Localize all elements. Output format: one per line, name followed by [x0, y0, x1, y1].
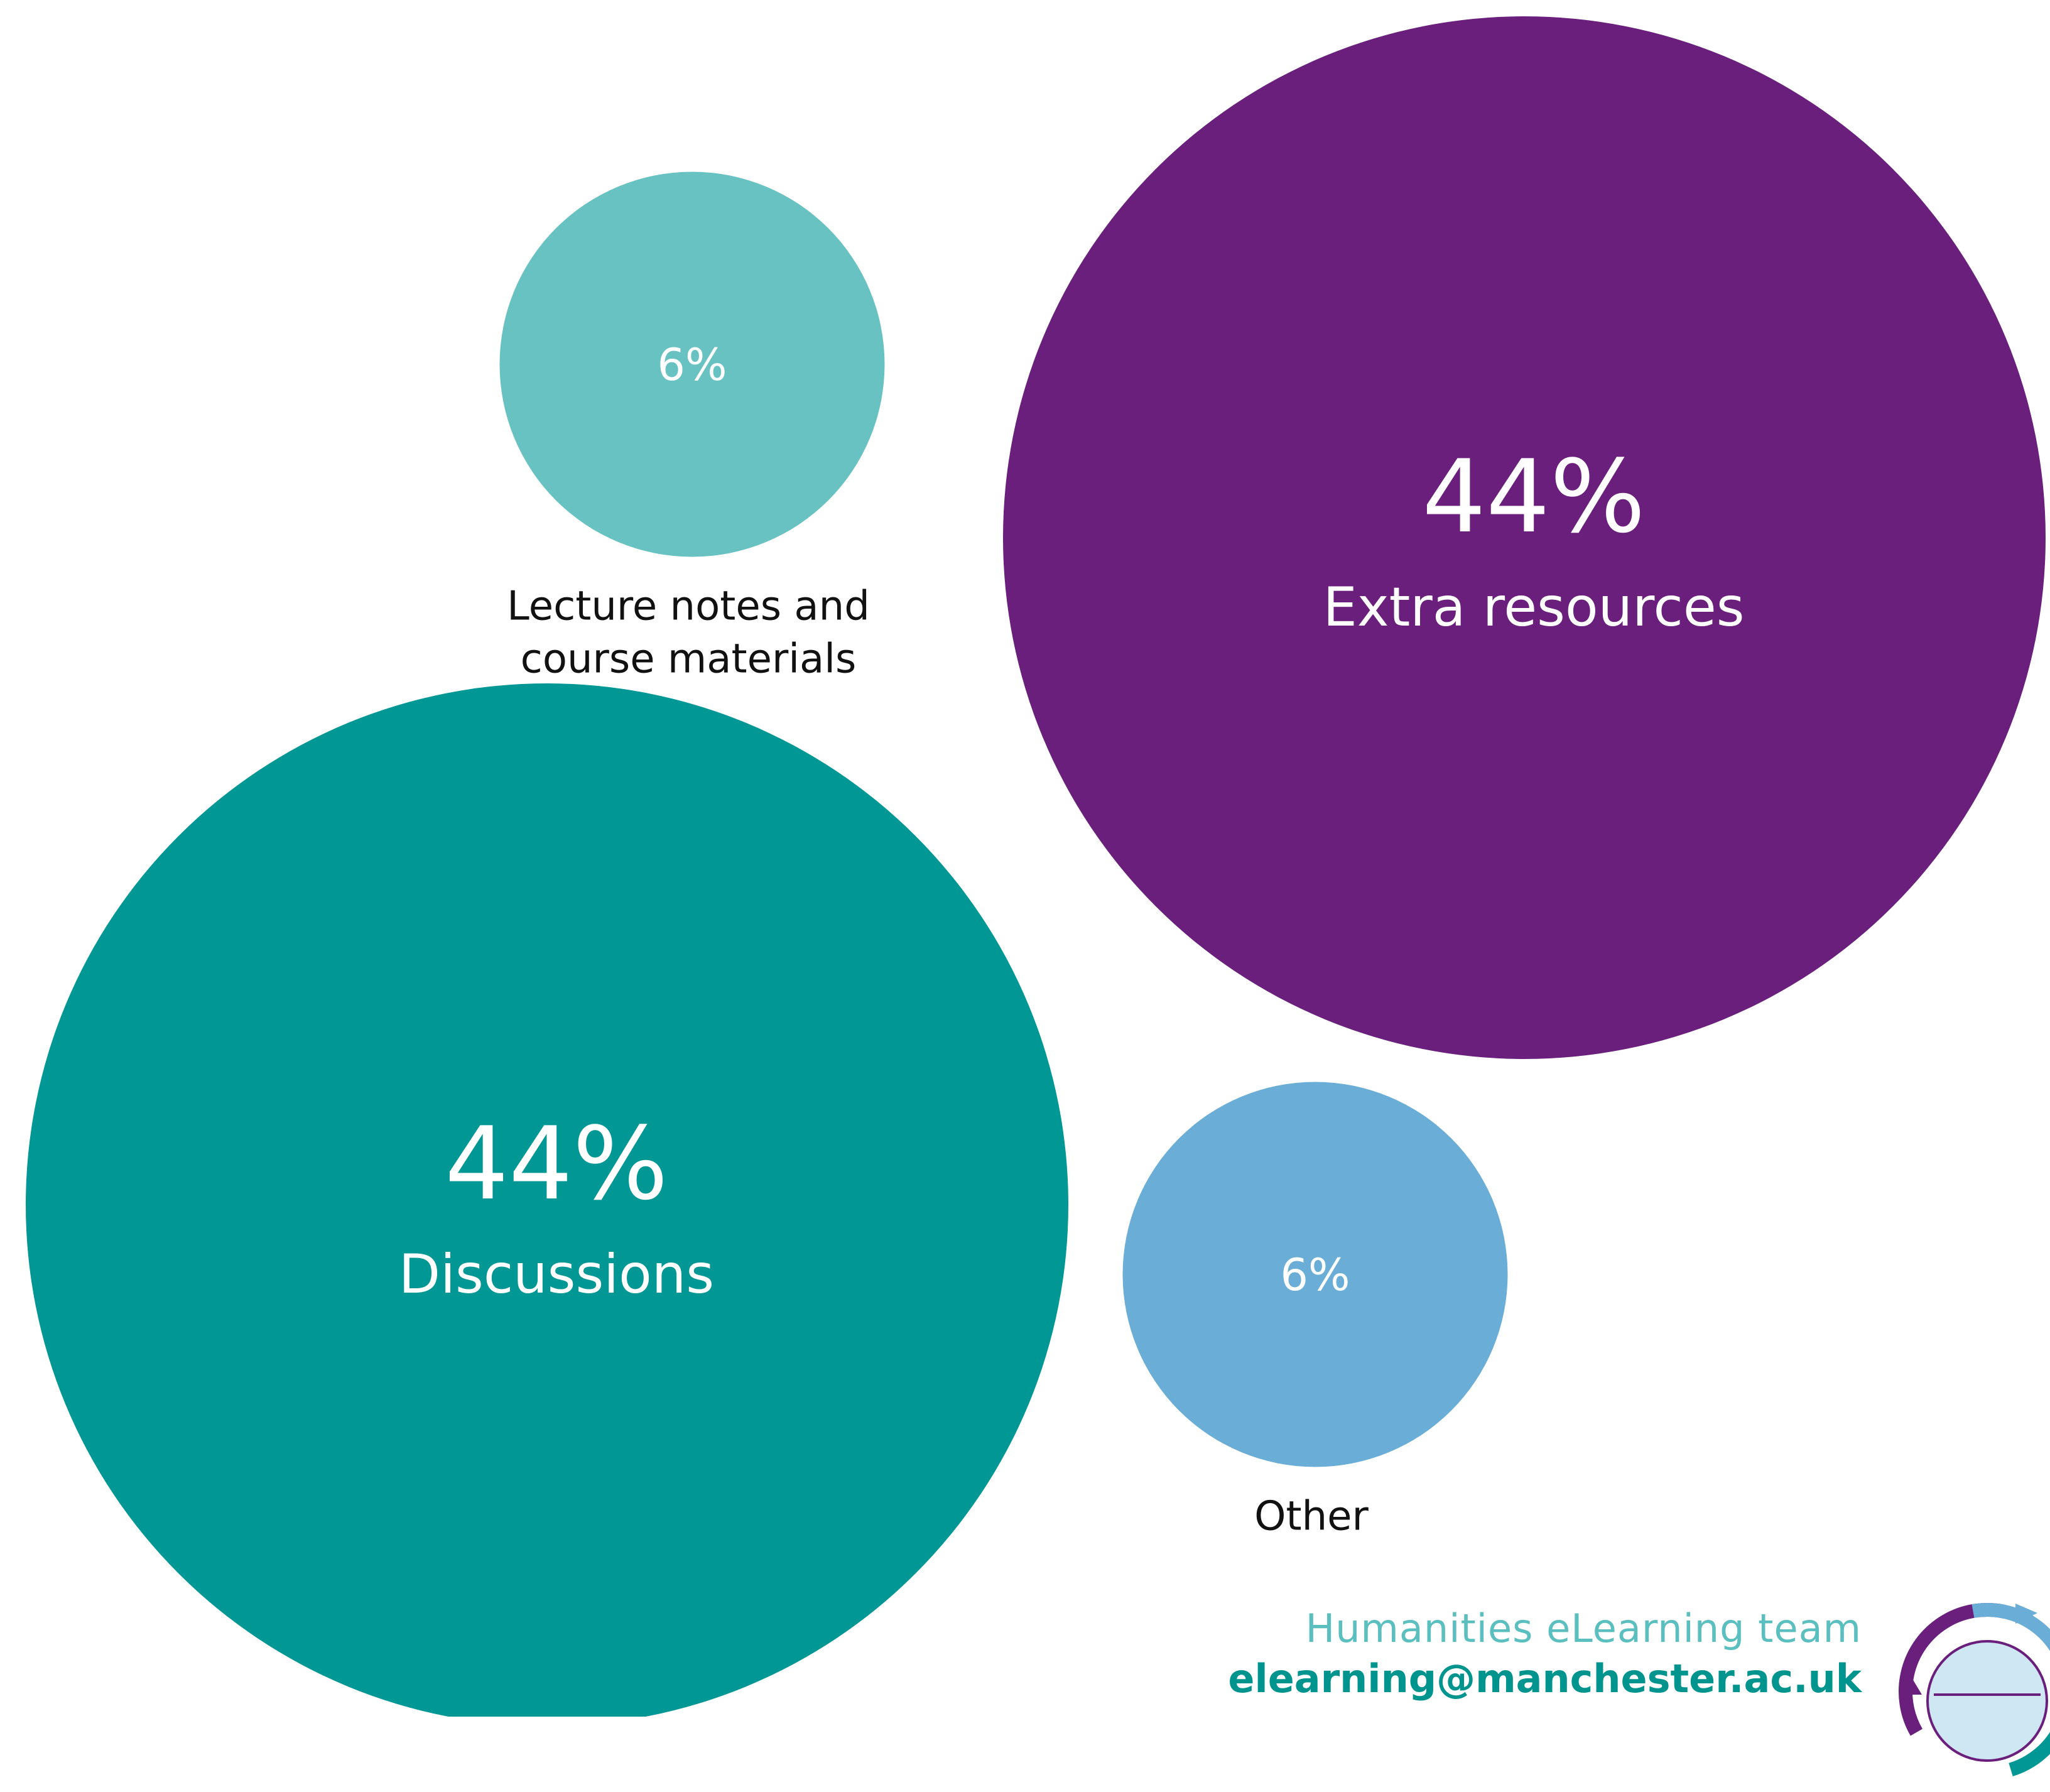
- bubble-circle: [1122, 1082, 1508, 1467]
- bubble-lecture-notes-and-course-materials: 6% Lecture notes and course materials: [499, 171, 885, 682]
- logo-ring-blue: [1899, 1603, 2050, 1780]
- logo-arrow-top: [2015, 1604, 2037, 1624]
- bubble-category-label: Discussions: [399, 1243, 714, 1306]
- bubble-value-label: 6%: [657, 339, 727, 391]
- footer: Humanities eLearning team elearning@manc…: [1228, 1604, 1862, 1704]
- bubble-category-label: Extra resources: [1323, 576, 1744, 639]
- bubble-value-label: 6%: [1280, 1249, 1350, 1301]
- bubble-circle: [26, 683, 1068, 1717]
- logo-arrow-left: [1899, 1676, 1922, 1695]
- bubble-category-label: course materials: [521, 636, 857, 682]
- bubble-value-label: 44%: [1422, 438, 1646, 555]
- bubble-extra-resources: 44% Extra resources: [1003, 16, 2046, 1059]
- bubble-category-label: Other: [1254, 1493, 1369, 1539]
- bubble-chart: 44% Extra resources 44% Discussions 6% Lectur…: [26, 16, 2046, 1717]
- bubble-value-label: 44%: [445, 1105, 668, 1222]
- bubble-circle: [499, 171, 885, 557]
- elearning-logo-icon: [1899, 1603, 2050, 1780]
- bubble-other: 6% Other: [1122, 1082, 1508, 1539]
- footer-email-link[interactable]: elearning@manchester.ac.uk: [1228, 1656, 1862, 1702]
- footer-team-name: Humanities eLearning team: [1305, 1605, 1862, 1651]
- logo-inner-circle: [1926, 1640, 2048, 1762]
- bubble-category-label: Lecture notes and: [507, 583, 870, 629]
- bubble-circle: [1003, 16, 2046, 1059]
- bubble-discussions: 44% Discussions: [26, 683, 1068, 1717]
